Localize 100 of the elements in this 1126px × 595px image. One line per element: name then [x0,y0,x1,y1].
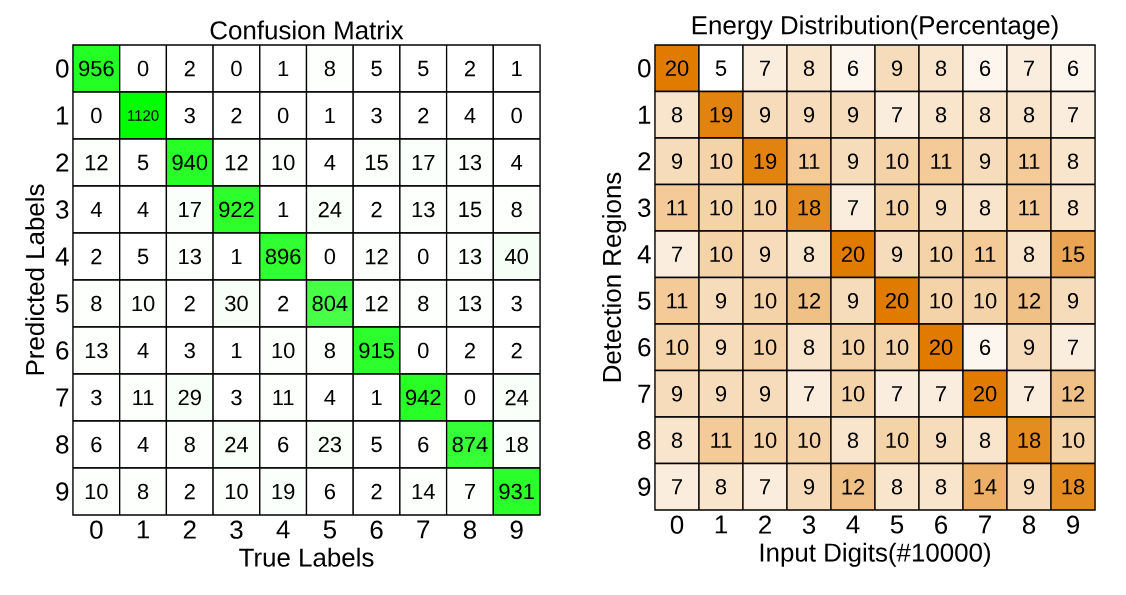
data-label: 9 [979,153,991,170]
data-label: 1 [512,60,522,77]
data-label: 956 [79,60,114,77]
data-label: 8 [1023,246,1035,263]
data-label: 7 [1024,60,1035,76]
data-label: 18 [1018,432,1041,449]
data-label: 2 [184,60,195,77]
data-label: 12 [798,293,821,309]
data-label: 915 [359,342,394,359]
data-label: 19 [710,106,733,123]
data-label: 24 [505,389,529,406]
data-label: 6 [980,339,991,356]
data-label: 15 [366,154,388,171]
data-label: 9 [847,106,859,123]
data-label: 10 [754,432,777,449]
data-label: 7 [1068,107,1079,123]
data-label: 9 [715,292,727,309]
data-label: 5 [418,60,429,77]
data-label: 6 [848,60,859,77]
data-label: 7 [804,386,815,402]
data-label: 896 [265,248,301,265]
data-label: 18 [1062,478,1085,495]
y-tick-label: 0 [56,59,69,78]
y-tick-label: 7 [638,384,651,403]
x-tick-label: 5 [890,515,904,534]
data-label: 7 [672,246,683,262]
data-label: 0 [137,60,149,77]
data-label: 20 [885,292,909,309]
data-label: 1 [325,107,335,124]
data-label: 11 [711,432,732,448]
data-label: 10 [886,339,909,356]
data-label: 8 [91,295,102,312]
y-tick-label: 5 [56,294,69,313]
data-label: 11 [1019,153,1040,169]
data-label: 1 [372,389,382,406]
y-tick-label: 2 [56,153,69,172]
y-tick-label: 9 [56,482,69,501]
data-label: 9 [715,385,727,402]
data-label: 9 [759,106,771,123]
data-label: 8 [935,478,947,495]
data-label: 10 [272,154,295,171]
data-label: 20 [973,385,997,402]
x-tick-label: 3 [802,515,816,534]
data-label: 2 [418,107,429,124]
data-label: 20 [929,339,953,356]
data-label: 30 [225,295,248,312]
data-label: 3 [184,342,195,359]
data-label: 11 [799,153,820,169]
data-label: 12 [842,479,865,495]
data-label: 7 [1068,339,1079,355]
data-label: 942 [406,389,441,406]
data-label: 4 [324,389,336,406]
data-label: 1 [278,60,289,77]
y-tick-label: 1 [639,105,651,124]
data-label: 7 [464,483,475,500]
data-label: 1 [232,248,242,265]
data-label: 1 [278,201,289,218]
data-label: 8 [847,432,859,449]
y-tick-label: 3 [56,200,69,219]
data-label: 5 [715,60,727,76]
data-label: 10 [842,385,865,402]
x-tick-label: 6 [935,515,948,534]
data-label: 5 [371,436,382,453]
data-label: 13 [179,248,201,265]
data-label: 11 [975,246,996,262]
data-label: 2 [184,483,195,500]
data-label: 4 [137,436,149,453]
data-label: 12 [1062,386,1085,402]
data-label: 18 [506,436,528,453]
data-label: 17 [412,154,435,171]
x-tick-label: 9 [510,520,523,539]
data-label: 7 [1024,386,1035,402]
data-label: 9 [759,246,771,263]
data-label: 10 [710,199,733,216]
x-tick-label: 9 [1067,515,1079,534]
data-label: 2 [91,248,102,265]
data-label: 8 [1067,153,1079,170]
data-label: 9 [1023,339,1035,356]
data-label: 9 [671,385,683,402]
data-label: 7 [672,479,683,495]
y-tick-label: 5 [638,291,651,310]
data-label: 17 [179,201,201,218]
data-label: 2 [464,342,475,359]
data-label: 11 [667,293,688,309]
data-label: 6 [278,436,289,453]
data-label: 10 [1062,432,1085,449]
data-label: 7 [848,200,859,216]
data-label: 23 [318,436,342,453]
y-tick-label: 0 [638,59,651,78]
data-label: 7 [760,479,771,495]
data-label: 4 [90,201,102,218]
data-label: 10 [930,246,953,263]
data-label: 0 [324,248,336,265]
y-tick-label: 8 [638,431,651,450]
data-label: 4 [511,154,523,171]
data-label: 13 [412,201,435,218]
data-label: 2 [231,107,242,124]
data-label: 10 [886,199,909,216]
x-tick-label: 3 [230,520,243,539]
data-label: 8 [979,432,991,449]
